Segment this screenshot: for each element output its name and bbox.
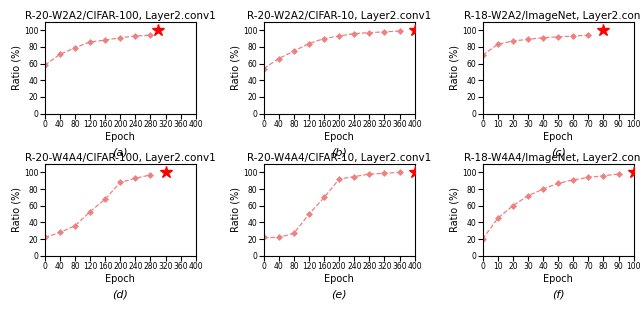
- Title: R-20-W2A2/CIFAR-10, Layer2.conv1: R-20-W2A2/CIFAR-10, Layer2.conv1: [247, 11, 431, 21]
- Y-axis label: Ratio (%): Ratio (%): [449, 45, 459, 90]
- Text: (a): (a): [113, 147, 128, 157]
- Text: (f): (f): [552, 290, 564, 300]
- Y-axis label: Ratio (%): Ratio (%): [230, 188, 240, 232]
- Title: R-18-W2A2/ImageNet, Layer2.conv1: R-18-W2A2/ImageNet, Layer2.conv1: [463, 11, 640, 21]
- X-axis label: Epoch: Epoch: [543, 132, 573, 142]
- Text: (b): (b): [332, 147, 347, 157]
- X-axis label: Epoch: Epoch: [324, 274, 354, 284]
- Title: R-20-W4A4/CIFAR-10, Layer2.conv1: R-20-W4A4/CIFAR-10, Layer2.conv1: [247, 153, 431, 163]
- Title: R-20-W4A4/CIFAR-100, Layer2.conv1: R-20-W4A4/CIFAR-100, Layer2.conv1: [25, 153, 216, 163]
- Text: (d): (d): [113, 290, 128, 300]
- Text: (e): (e): [332, 290, 347, 300]
- X-axis label: Epoch: Epoch: [324, 132, 354, 142]
- Y-axis label: Ratio (%): Ratio (%): [449, 188, 459, 232]
- X-axis label: Epoch: Epoch: [543, 274, 573, 284]
- Title: R-18-W4A4/ImageNet, Layer2.conv1: R-18-W4A4/ImageNet, Layer2.conv1: [463, 153, 640, 163]
- Y-axis label: Ratio (%): Ratio (%): [12, 45, 21, 90]
- X-axis label: Epoch: Epoch: [106, 132, 135, 142]
- Y-axis label: Ratio (%): Ratio (%): [12, 188, 21, 232]
- Text: (c): (c): [550, 147, 566, 157]
- Title: R-20-W2A2/CIFAR-100, Layer2.conv1: R-20-W2A2/CIFAR-100, Layer2.conv1: [25, 11, 216, 21]
- X-axis label: Epoch: Epoch: [106, 274, 135, 284]
- Y-axis label: Ratio (%): Ratio (%): [230, 45, 240, 90]
